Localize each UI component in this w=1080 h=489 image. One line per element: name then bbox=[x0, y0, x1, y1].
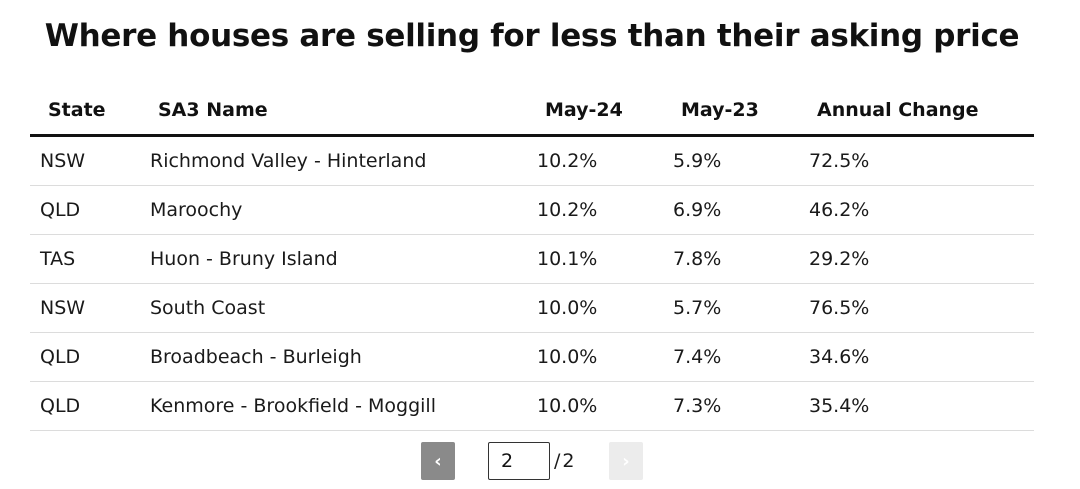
page-separator: / bbox=[554, 450, 561, 472]
cell-state: NSW bbox=[40, 150, 86, 172]
chevron-left-icon: ‹ bbox=[434, 450, 442, 472]
column-header-annual-change[interactable]: Annual Change bbox=[817, 99, 979, 121]
column-header-may-24[interactable]: May-24 bbox=[545, 99, 623, 121]
cell-may-23: 7.3% bbox=[673, 395, 722, 417]
cell-annual-change: 29.2% bbox=[809, 248, 870, 270]
cell-state: NSW bbox=[40, 297, 86, 319]
cell-annual-change: 72.5% bbox=[809, 150, 870, 172]
table-header-row: State SA3 Name May-24 May-23 Annual Chan… bbox=[30, 86, 1034, 137]
table-row: QLD Broadbeach - Burleigh 10.0% 7.4% 34.6% bbox=[30, 333, 1034, 382]
table-row: QLD Maroochy 10.2% 6.9% 46.2% bbox=[30, 186, 1034, 235]
cell-may-24: 10.0% bbox=[537, 346, 598, 368]
cell-state: QLD bbox=[40, 199, 81, 221]
cell-may-24: 10.0% bbox=[537, 395, 598, 417]
cell-state: QLD bbox=[40, 346, 81, 368]
column-header-may-23[interactable]: May-23 bbox=[681, 99, 759, 121]
cell-sa3-name: South Coast bbox=[150, 297, 266, 319]
page-total: /2 bbox=[554, 442, 575, 480]
cell-may-24: 10.2% bbox=[537, 150, 598, 172]
table-row: QLD Kenmore - Brookfield - Moggill 10.0% 7.… bbox=[30, 382, 1034, 431]
cell-sa3-name: Broadbeach - Burleigh bbox=[150, 346, 362, 368]
cell-sa3-name: Kenmore - Brookfield - Moggill bbox=[150, 395, 436, 417]
cell-sa3-name: Richmond Valley - Hinterland bbox=[150, 150, 427, 172]
cell-state: TAS bbox=[40, 248, 76, 270]
table-row: NSW South Coast 10.0% 5.7% 76.5% bbox=[30, 284, 1034, 333]
column-header-state[interactable]: State bbox=[48, 99, 106, 121]
table-row: TAS Huon - Bruny Island 10.1% 7.8% 29.2% bbox=[30, 235, 1034, 284]
cell-annual-change: 46.2% bbox=[809, 199, 870, 221]
cell-may-23: 5.9% bbox=[673, 150, 722, 172]
chevron-right-icon: › bbox=[622, 450, 630, 472]
data-table: State SA3 Name May-24 May-23 Annual Chan… bbox=[30, 86, 1034, 431]
total-pages: 2 bbox=[562, 450, 575, 472]
cell-may-23: 7.8% bbox=[673, 248, 722, 270]
cell-may-24: 10.2% bbox=[537, 199, 598, 221]
cell-may-23: 5.7% bbox=[673, 297, 722, 319]
table-row: NSW Richmond Valley - Hinterland 10.2% 5.9%… bbox=[30, 137, 1034, 186]
cell-annual-change: 35.4% bbox=[809, 395, 870, 417]
page-number-input[interactable] bbox=[488, 442, 550, 480]
column-header-sa3-name[interactable]: SA3 Name bbox=[158, 99, 268, 121]
cell-annual-change: 76.5% bbox=[809, 297, 870, 319]
cell-state: QLD bbox=[40, 395, 81, 417]
page-title: Where houses are selling for less than t… bbox=[44, 18, 1020, 54]
cell-sa3-name: Maroochy bbox=[150, 199, 243, 221]
cell-sa3-name: Huon - Bruny Island bbox=[150, 248, 338, 270]
cell-may-24: 10.0% bbox=[537, 297, 598, 319]
previous-page-button[interactable]: ‹ bbox=[421, 442, 455, 480]
cell-annual-change: 34.6% bbox=[809, 346, 870, 368]
table-body: NSW Richmond Valley - Hinterland 10.2% 5.9%… bbox=[30, 137, 1034, 431]
cell-may-23: 6.9% bbox=[673, 199, 722, 221]
cell-may-24: 10.1% bbox=[537, 248, 598, 270]
cell-may-23: 7.4% bbox=[673, 346, 722, 368]
next-page-button[interactable]: › bbox=[609, 442, 643, 480]
